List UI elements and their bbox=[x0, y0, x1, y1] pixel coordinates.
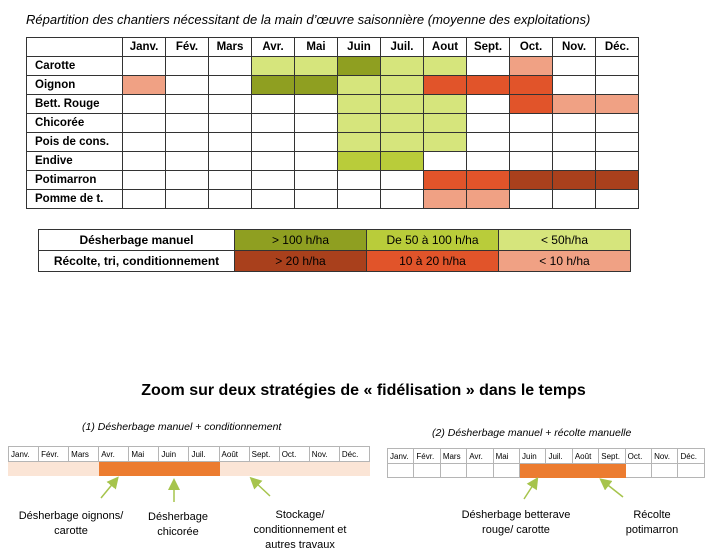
arrow-storage bbox=[249, 476, 271, 497]
timeline-cell bbox=[38, 461, 70, 476]
timeline-cell bbox=[278, 461, 310, 476]
month-cell bbox=[509, 94, 553, 114]
note-storage: Stockage/ conditionnement et autres trav… bbox=[253, 509, 347, 551]
timeline-cell bbox=[248, 461, 280, 476]
strategy1-timeline: Janv. Févr. Mars Avr. Mai Juin Juil. Août Sept. O… bbox=[7, 446, 371, 476]
timeline-active-cell bbox=[188, 461, 220, 476]
month-cell bbox=[337, 56, 381, 76]
timeline-cell bbox=[651, 463, 679, 478]
timeline-cell bbox=[677, 463, 705, 478]
timeline-active-cell bbox=[519, 463, 547, 478]
month-cell bbox=[595, 170, 639, 190]
month-header: Sept. bbox=[466, 37, 510, 57]
timeline-cell bbox=[338, 461, 371, 476]
legend-table: Désherbage manuel > 100 h/ha De 50 à 100… bbox=[38, 229, 631, 272]
arrow-harvest-squash bbox=[599, 478, 624, 498]
crop-label: Bett. Rouge bbox=[26, 94, 123, 114]
month-cell bbox=[466, 189, 510, 209]
month-header: Déc. bbox=[595, 37, 639, 57]
arrow-weeding-beet bbox=[523, 476, 539, 500]
month-cell bbox=[337, 113, 381, 133]
month-header-row: Janv. Fév. Mars Avr. Mai Juin Juil. Aout… bbox=[26, 37, 639, 57]
monthly-workload-table: Janv. Fév. Mars Avr. Mai Juin Juil. Aout… bbox=[26, 37, 639, 209]
crop-row: Endive bbox=[26, 151, 639, 171]
timeline-bar-row bbox=[7, 461, 371, 476]
crop-label: Pois de cons. bbox=[26, 132, 123, 152]
crop-row: Pomme de t. bbox=[26, 189, 639, 209]
timeline-active-cell bbox=[598, 463, 626, 478]
chart-title: Répartition des chantiers nécessitant de… bbox=[26, 12, 591, 27]
timeline-bar-row bbox=[386, 463, 705, 478]
month-cell bbox=[380, 151, 424, 171]
legend-swatch: < 50h/ha bbox=[498, 229, 631, 251]
timeline-month-row: Janv. Févr. Mars Avr. Mai Juin Juil. Août Sept. O… bbox=[386, 448, 705, 464]
legend-swatch: > 20 h/ha bbox=[234, 250, 367, 272]
legend-label: Récolte, tri, conditionnement bbox=[38, 250, 235, 272]
strategy1-title: (1) Désherbage manuel + conditionnement bbox=[82, 421, 282, 433]
legend-swatch: 10 à 20 h/ha bbox=[366, 250, 499, 272]
timeline-cell bbox=[68, 461, 100, 476]
month-cell bbox=[380, 132, 424, 152]
legend-row-weeding: Désherbage manuel > 100 h/ha De 50 à 100… bbox=[38, 229, 631, 251]
legend-swatch: De 50 à 100 h/ha bbox=[366, 229, 499, 251]
strategy2-timeline: Janv. Févr. Mars Avr. Mai Juin Juil. Août Sept. O… bbox=[386, 448, 705, 478]
timeline-active-cell bbox=[158, 461, 190, 476]
month-cell bbox=[509, 170, 553, 190]
crop-label: Pomme de t. bbox=[26, 189, 123, 209]
timeline-active-cell bbox=[128, 461, 160, 476]
month-cell bbox=[595, 189, 639, 209]
month-cell bbox=[294, 56, 338, 76]
month-header: Avr. bbox=[251, 37, 295, 57]
month-cell bbox=[380, 75, 424, 95]
crop-row: Oignon bbox=[26, 75, 639, 95]
note-weeding-chicory: Désherbage chicorée bbox=[148, 511, 208, 538]
note-harvest-squash: Récolte potimarron bbox=[625, 509, 679, 536]
crop-row: Bett. Rouge bbox=[26, 94, 639, 114]
legend-row-harvest: Récolte, tri, conditionnement > 20 h/ha … bbox=[38, 250, 631, 272]
month-cell bbox=[423, 113, 467, 133]
timeline-active-cell bbox=[98, 461, 130, 476]
note-weeding-onion: Désherbage oignons/ carotte bbox=[18, 510, 124, 537]
note-weeding-beet: Désherbage betterave rouge/ carotte bbox=[461, 509, 571, 536]
arrow-weeding-onion bbox=[100, 476, 119, 499]
legend-swatch: < 10 h/ha bbox=[498, 250, 631, 272]
month-cell bbox=[552, 170, 596, 190]
month-cell bbox=[423, 189, 467, 209]
strategy2-title: (2) Désherbage manuel + récolte manuelle bbox=[432, 427, 632, 439]
month-cell bbox=[595, 94, 639, 114]
month-cell bbox=[552, 94, 596, 114]
month-cell bbox=[509, 75, 553, 95]
crop-label: Potimarron bbox=[26, 170, 123, 190]
timeline-cell bbox=[308, 461, 340, 476]
crop-row: Potimarron bbox=[26, 170, 639, 190]
month-cell bbox=[337, 132, 381, 152]
zoom-title: Zoom sur deux stratégies de « fidélisati… bbox=[141, 382, 586, 399]
month-cell bbox=[380, 113, 424, 133]
timeline-active-cell bbox=[571, 463, 600, 478]
